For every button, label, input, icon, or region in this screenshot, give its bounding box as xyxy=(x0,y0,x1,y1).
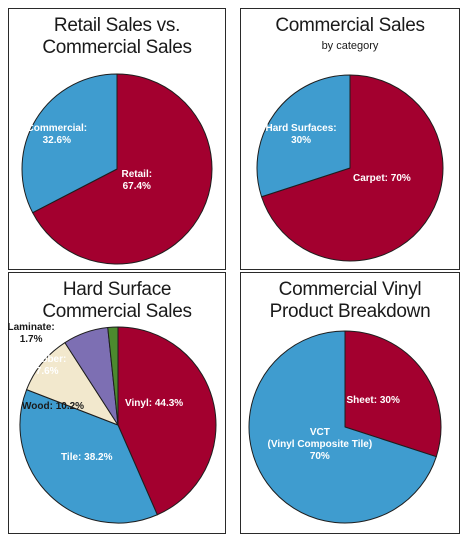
slice-label: Commercial: 32.6% xyxy=(27,123,88,147)
slice-label-line: Carpet: 70% xyxy=(353,173,411,184)
chart-title-line: Retail Sales vs. xyxy=(53,15,181,36)
slice-label: Tile: 38.2% xyxy=(61,452,113,464)
slice-label: VCT (Vinyl Composite Tile) 70% xyxy=(268,427,373,463)
chart-panel-commercial-vinyl: Commercial Vinyl Product Breakdown Sheet: … xyxy=(240,272,460,534)
slice-label-line: 32.6% xyxy=(42,135,71,146)
slice-label-line: Rubber: xyxy=(28,354,67,365)
slice-label-line: Wood: 10.2% xyxy=(22,401,85,412)
pie-slice xyxy=(21,73,118,214)
chart-title-line: Commercial Sales xyxy=(42,37,192,58)
slice-label-line: Tile: 38.2% xyxy=(61,452,113,463)
chart-title-line: Commercial Sales xyxy=(275,15,425,36)
chart-panel-hard-surface: Hard Surface Commercial Sales Vinyl: 44.3%… xyxy=(8,272,226,534)
slice-label-line: 1.7% xyxy=(19,334,43,345)
chart-title-line: Product Breakdown xyxy=(269,301,431,322)
slice-label: Rubber: 7.6% xyxy=(28,354,66,378)
slice-label: Carpet: 70% xyxy=(353,173,411,185)
slice-label: Retail: 67.4% xyxy=(122,169,153,193)
chart-title: Hard Surface Commercial Sales xyxy=(9,279,225,323)
pie-slice xyxy=(32,73,213,265)
chart-panel-retail-vs-commercial: Retail Sales vs. Commercial Sales Retail: 6… xyxy=(8,8,226,270)
slice-label-line: 70% xyxy=(309,451,330,462)
slice-label-line: Sheet: 30% xyxy=(346,395,400,406)
chart-title-line: Commercial Vinyl xyxy=(278,279,422,300)
slice-label-line: Vinyl: 44.3% xyxy=(125,398,184,409)
slice-label-line: VCT xyxy=(309,427,330,438)
slice-label: Hard Surfaces: 30% xyxy=(266,123,337,147)
pie-slice xyxy=(344,330,442,458)
pie-chart xyxy=(19,326,217,524)
slice-label: Vinyl: 44.3% xyxy=(125,398,183,410)
chart-title: Retail Sales vs. Commercial Sales xyxy=(9,15,225,59)
slice-label-line: Laminate: xyxy=(7,322,55,333)
chart-panel-commercial-by-category: Commercial Sales by category Carpet: 70% Ha… xyxy=(240,8,460,270)
slice-label: Sheet: 30% xyxy=(347,395,400,407)
pie-slice xyxy=(19,389,158,524)
pie-slice xyxy=(261,74,444,262)
pie-chart xyxy=(21,73,213,265)
slice-label-line: Hard Surfaces: xyxy=(265,123,337,134)
slice-label: Laminate: 1.7% xyxy=(8,322,55,346)
pie-slice xyxy=(107,326,119,426)
chart-subtitle: by category xyxy=(321,40,379,52)
slice-label-line: 30% xyxy=(291,135,312,146)
pie-slice xyxy=(256,74,351,198)
pie-chart xyxy=(256,74,444,262)
slice-label-line: 7.6% xyxy=(35,366,59,377)
slice-label-line: (Vinyl Composite Tile) xyxy=(267,439,373,450)
chart-title-line: Hard Surface xyxy=(62,279,172,300)
chart-title-line: Commercial Sales xyxy=(42,301,192,322)
slice-label: Wood: 10.2% xyxy=(22,401,84,413)
slice-label-line: Commercial: xyxy=(26,123,88,134)
chart-title: Commercial Sales xyxy=(241,15,459,37)
chart-title: Commercial Vinyl Product Breakdown xyxy=(241,279,459,323)
pie-slice xyxy=(117,326,217,516)
slice-label-line: Retail: xyxy=(121,169,153,180)
pie-chart xyxy=(248,330,442,524)
slice-label-line: 67.4% xyxy=(122,181,151,192)
pie-slice xyxy=(248,330,437,524)
